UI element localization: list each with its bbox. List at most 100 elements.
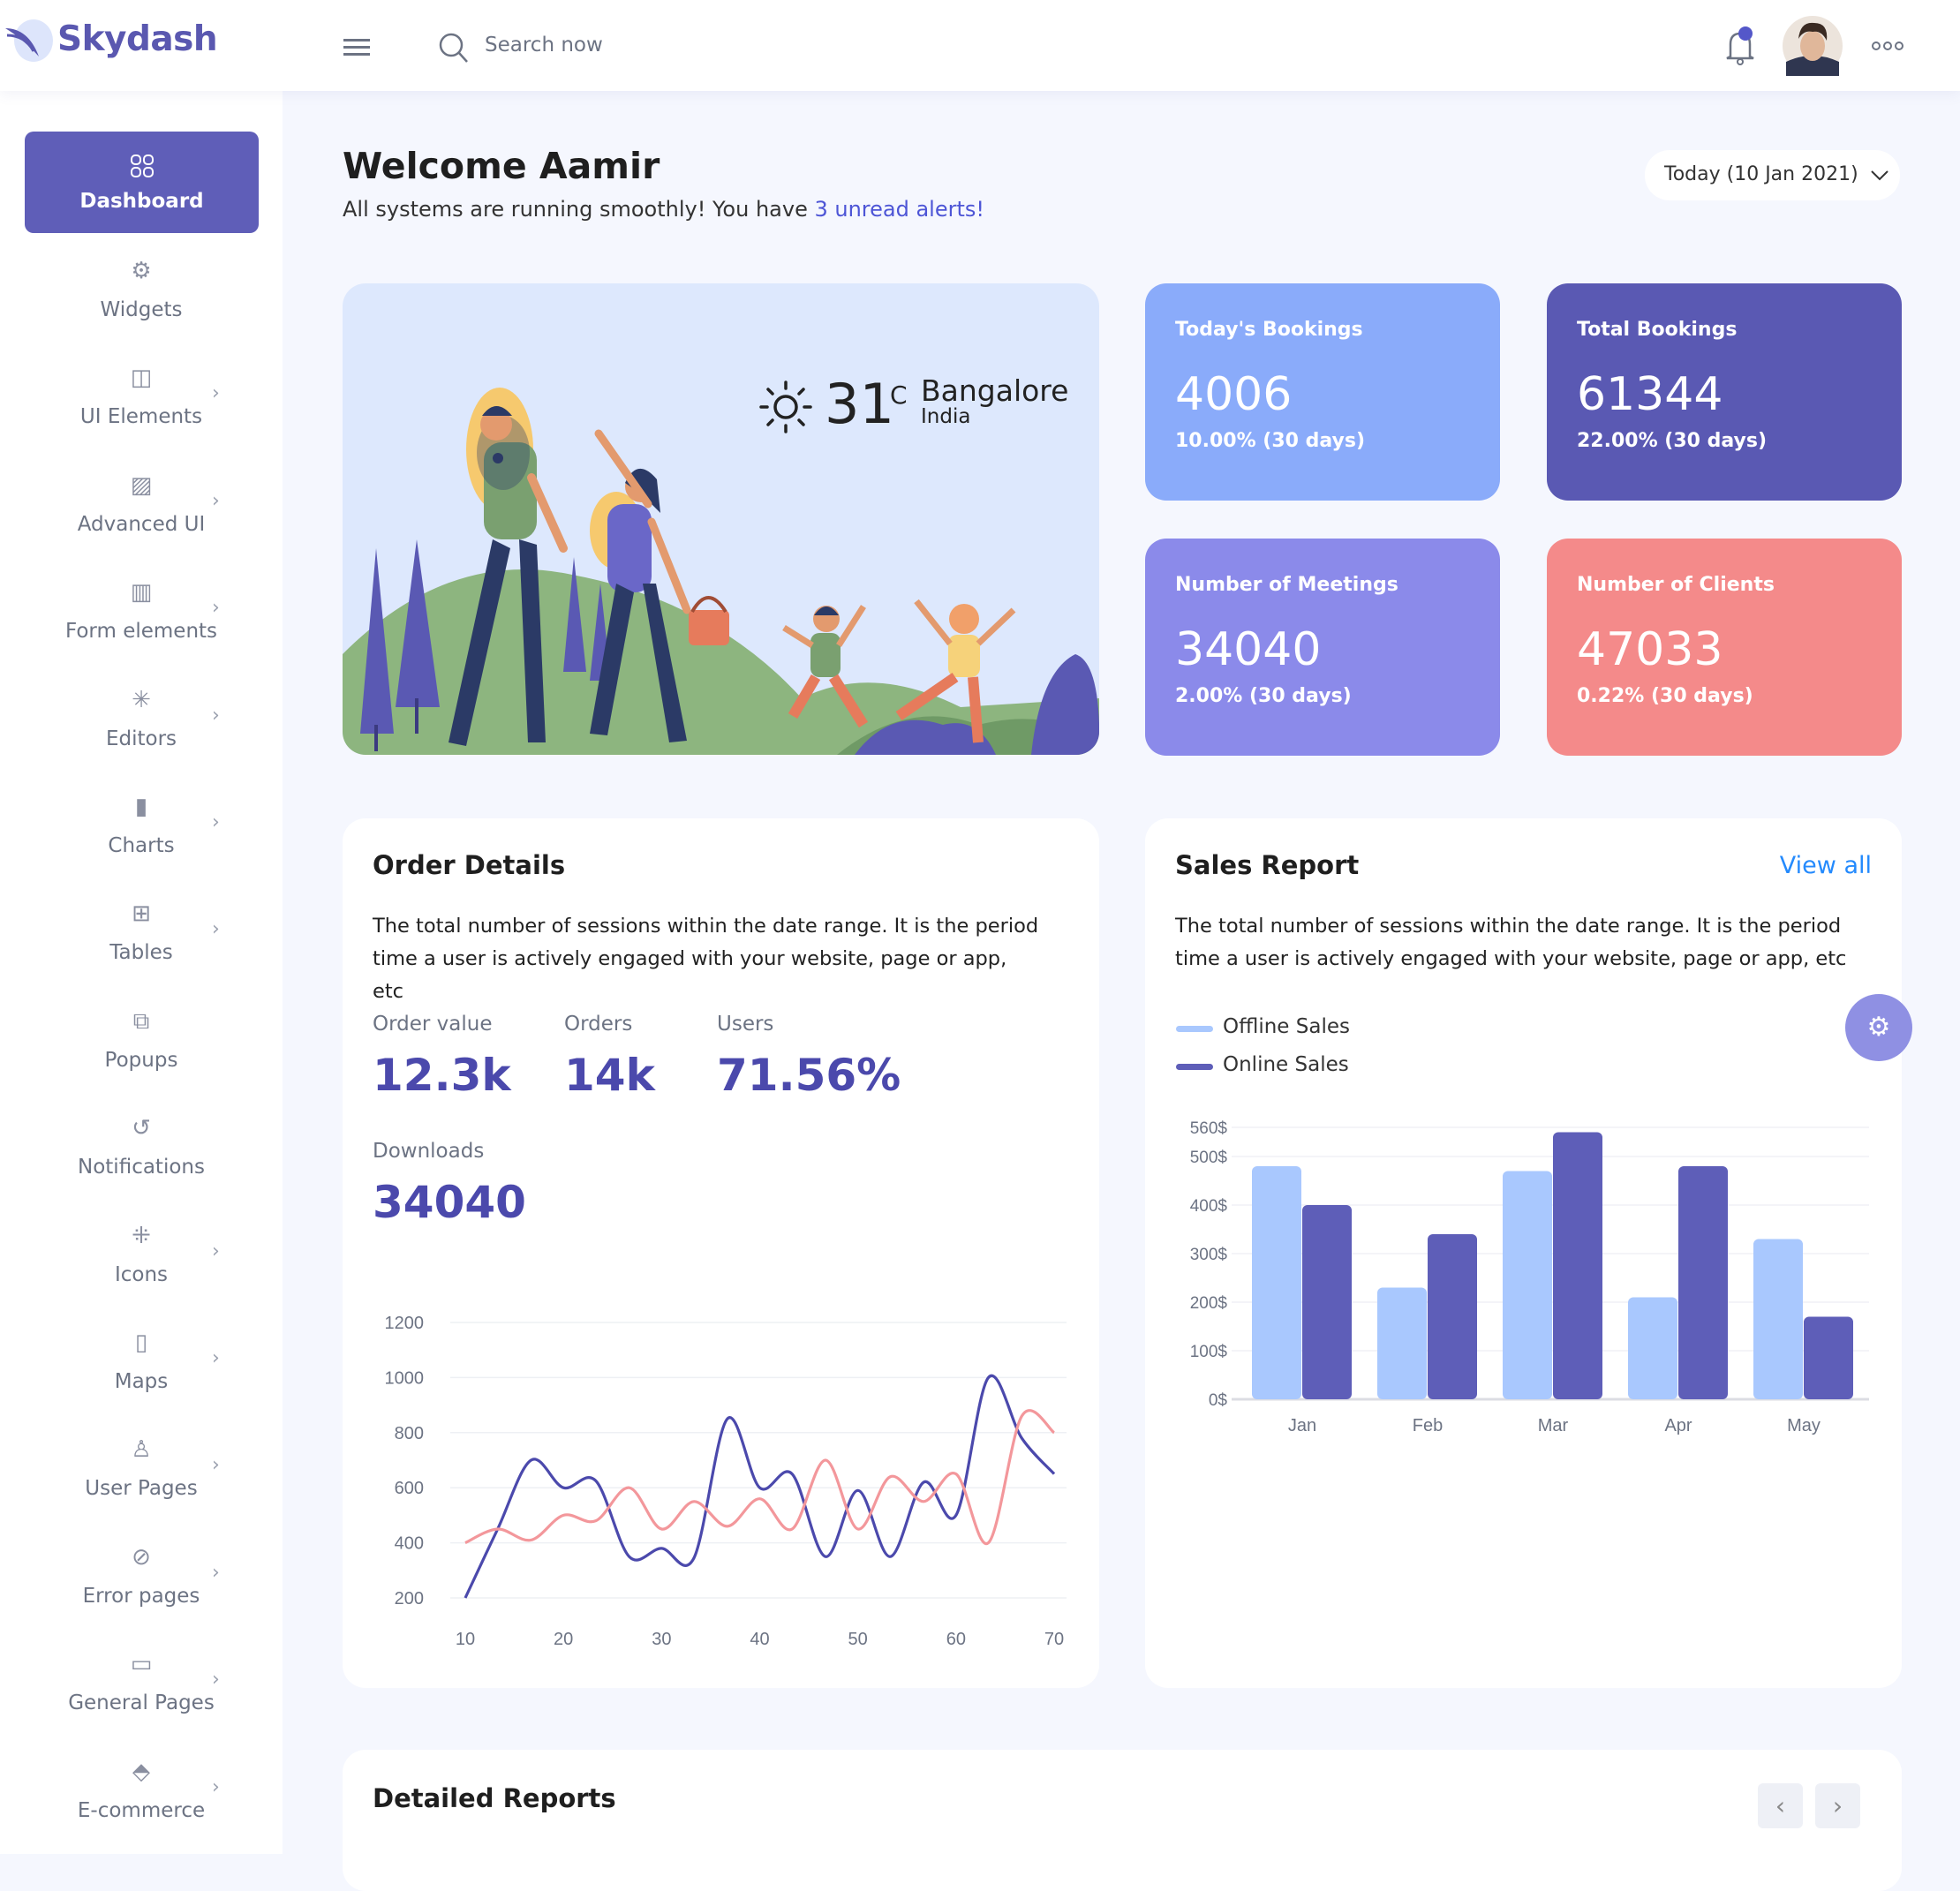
y-tick-label: 100$ bbox=[1190, 1343, 1228, 1361]
chevron-right-icon[interactable]: › bbox=[212, 1239, 220, 1262]
chevron-left-icon: ‹ bbox=[1775, 1791, 1786, 1820]
view-all-link[interactable]: View all bbox=[1779, 852, 1872, 879]
legend-online-sales[interactable]: Online Sales bbox=[1223, 1053, 1349, 1076]
sidebar-item-label: General Pages bbox=[68, 1691, 215, 1715]
stat-title: Today's Bookings bbox=[1175, 319, 1363, 341]
sidebar-item-label: Popups bbox=[104, 1048, 178, 1072]
metric-value: 14k bbox=[564, 1050, 655, 1101]
sidebar-item-user-pages[interactable]: ♙ User Pages › bbox=[0, 1426, 283, 1523]
sidebar-item-advanced-ui[interactable]: ▨ Advanced UI › bbox=[0, 462, 283, 559]
sidebar-item-ui-elements[interactable]: ◫ UI Elements › bbox=[0, 354, 283, 451]
bar-online-sales-feb[interactable] bbox=[1428, 1234, 1477, 1399]
y-tick-label: 1200 bbox=[385, 1314, 425, 1333]
hamburger-menu-icon[interactable] bbox=[343, 37, 370, 58]
legend-offline-sales[interactable]: Offline Sales bbox=[1223, 1015, 1350, 1038]
sidebar-item-popups[interactable]: ⧉ Popups bbox=[0, 998, 283, 1095]
sidebar-item-widgets[interactable]: ⚙ Widgets bbox=[0, 247, 283, 344]
metric-label: Order value bbox=[373, 1013, 493, 1036]
order-line-chart: 200 400 600 800 1000 1200 10 20 30 40 50 60 70 bbox=[385, 1314, 1067, 1649]
chevron-right-icon[interactable]: › bbox=[212, 489, 220, 512]
weather-country: India bbox=[921, 405, 971, 428]
hiking-illustration bbox=[343, 388, 1099, 755]
search-icon[interactable] bbox=[438, 32, 470, 65]
sidebar-item-dashboard[interactable]: Dashboard bbox=[25, 132, 259, 233]
bar-offline-sales-jan[interactable] bbox=[1252, 1166, 1301, 1399]
chevron-right-icon[interactable]: › bbox=[212, 1669, 220, 1691]
carousel-prev-button[interactable]: ‹ bbox=[1758, 1783, 1803, 1828]
sidebar-item-notifications[interactable]: ↺ Notifications bbox=[0, 1104, 283, 1202]
sidebar-item-charts[interactable]: ▮ Charts › bbox=[0, 783, 283, 880]
chevron-right-icon: › bbox=[1832, 1791, 1843, 1820]
x-tick-label: 60 bbox=[946, 1630, 966, 1649]
chevron-right-icon[interactable]: › bbox=[212, 704, 220, 727]
search-input[interactable]: Search now bbox=[485, 34, 603, 57]
date-range-select[interactable]: Today (10 Jan 2021) bbox=[1645, 150, 1900, 200]
sidebar-item-tables[interactable]: ⊞ Tables › bbox=[0, 890, 283, 987]
carousel-next-button[interactable]: › bbox=[1815, 1783, 1860, 1828]
sidebar-item-label: Maps bbox=[114, 1370, 169, 1393]
chevron-right-icon[interactable]: › bbox=[212, 811, 220, 833]
bar-online-sales-apr[interactable] bbox=[1678, 1166, 1728, 1399]
chevron-right-icon[interactable]: › bbox=[212, 1347, 220, 1369]
stat-title: Number of Clients bbox=[1577, 574, 1775, 596]
weather-card: 31 C Bangalore India bbox=[343, 283, 1099, 755]
card-title: Detailed Reports bbox=[373, 1783, 616, 1813]
settings-gear-button[interactable]: ⚙ bbox=[1845, 994, 1912, 1061]
bar-offline-sales-mar[interactable] bbox=[1503, 1171, 1552, 1400]
sidebar-item-label: Editors bbox=[105, 727, 177, 750]
bar-online-sales-mar[interactable] bbox=[1553, 1132, 1602, 1400]
x-tick-label: 20 bbox=[554, 1630, 573, 1649]
book-icon: ▭ bbox=[130, 1651, 153, 1678]
chevron-right-icon[interactable]: › bbox=[212, 1775, 220, 1798]
legend-swatch-offline bbox=[1176, 1026, 1213, 1032]
sidebar bbox=[0, 91, 283, 1854]
bar-offline-sales-feb[interactable] bbox=[1377, 1287, 1427, 1400]
sidebar-item-label: Notifications bbox=[78, 1156, 205, 1179]
bar-offline-sales-may[interactable] bbox=[1753, 1239, 1803, 1400]
sidebar-item-label: Error pages bbox=[82, 1584, 200, 1608]
card-description: The total number of sessions within the … bbox=[1175, 915, 1847, 970]
loader-icon: ✳ bbox=[132, 686, 151, 713]
chevron-right-icon[interactable]: › bbox=[212, 597, 220, 620]
ban-icon: ⊘ bbox=[132, 1543, 151, 1571]
stat-change: 2.00% (30 days) bbox=[1175, 685, 1352, 707]
unread-alerts-link[interactable]: 3 unread alerts! bbox=[814, 197, 985, 222]
bar-online-sales-may[interactable] bbox=[1804, 1316, 1853, 1400]
sidebar-item-form-elements[interactable]: ▥ Form elements › bbox=[0, 569, 283, 666]
top-header: Skydash Search now bbox=[0, 0, 1960, 91]
sidebar-item-maps[interactable]: ▯ Maps › bbox=[0, 1319, 283, 1416]
avatar[interactable] bbox=[1783, 16, 1843, 76]
history-icon: ↺ bbox=[132, 1115, 151, 1142]
temperature-unit: C bbox=[890, 380, 908, 410]
weather-city: Bangalore bbox=[921, 373, 1069, 408]
brand-name[interactable]: Skydash bbox=[57, 19, 218, 59]
chevron-right-icon[interactable]: › bbox=[212, 1454, 220, 1477]
bar-online-sales-jan[interactable] bbox=[1302, 1205, 1352, 1399]
tag-icon: ⬘ bbox=[132, 1758, 150, 1785]
sales-bar-chart: 0$ 100$ 200$ 300$ 400$ 500$ 560$ Jan Feb Mar Apr Ma… bbox=[1190, 1119, 1869, 1435]
sidebar-item-error-pages[interactable]: ⊘ Error pages › bbox=[0, 1533, 283, 1631]
sidebar-item-e-commerce[interactable]: ⬘ E-commerce › bbox=[0, 1748, 283, 1845]
stat-card-total-bookings: Total Bookings 61344 22.00% (30 days) bbox=[1547, 283, 1902, 501]
line-series-2 bbox=[464, 1409, 1056, 1546]
chevron-right-icon[interactable]: › bbox=[212, 382, 220, 405]
chevron-right-icon[interactable]: › bbox=[212, 1561, 220, 1584]
sidebar-item-editors[interactable]: ✳ Editors › bbox=[0, 676, 283, 773]
minimize-icon: ⁜ bbox=[132, 1222, 151, 1249]
y-tick-label: 1000 bbox=[385, 1368, 425, 1388]
image-icon: ▨ bbox=[130, 471, 153, 499]
stat-card-todays-bookings: Today's Bookings 4006 10.00% (30 days) bbox=[1145, 283, 1500, 501]
bell-icon[interactable] bbox=[1723, 23, 1759, 67]
x-tick-label: 40 bbox=[750, 1630, 769, 1649]
stat-change: 0.22% (30 days) bbox=[1577, 685, 1753, 707]
user-icon: ♙ bbox=[131, 1436, 152, 1464]
sidebar-item-general-pages[interactable]: ▭ General Pages › bbox=[0, 1640, 283, 1737]
bar-offline-sales-apr[interactable] bbox=[1628, 1297, 1677, 1400]
sidebar-item-icons[interactable]: ⁜ Icons › bbox=[0, 1212, 283, 1309]
more-dots-icon[interactable] bbox=[1872, 41, 1903, 51]
stat-value: 34040 bbox=[1175, 623, 1322, 676]
chevron-right-icon[interactable]: › bbox=[212, 918, 220, 941]
metric-label: Downloads bbox=[373, 1140, 485, 1163]
sidebar-item-label: UI Elements bbox=[79, 405, 203, 429]
stat-change: 10.00% (30 days) bbox=[1175, 430, 1366, 452]
